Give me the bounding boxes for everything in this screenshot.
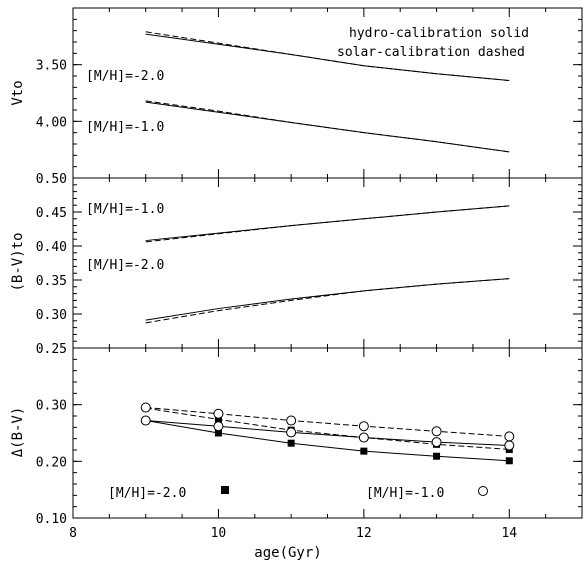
data-point-square (214, 415, 222, 423)
data-point-circle (213, 421, 224, 432)
y-tick-label: 0.35 (36, 274, 67, 289)
data-point-circle (431, 426, 442, 437)
data-point-circle (213, 408, 224, 419)
legend-filled-square-marker (221, 486, 229, 494)
data-point-square (360, 447, 368, 455)
series-line-mh-1.0-hydro (145, 101, 510, 153)
delta-bv-x-label: age(Gyr) (254, 545, 321, 561)
data-point-circle (504, 431, 515, 442)
panel-2-marks: 0.30 0.20 0.10 (36, 347, 583, 527)
data-point-square (433, 452, 441, 460)
bv-to-label-mh-minus1: [M/H]=-1.0 (86, 202, 164, 217)
panel-0-marks: 3.50 4.00 (36, 7, 583, 179)
data-point-circle (286, 415, 297, 426)
series-line-mh-2.0-solar (145, 407, 510, 450)
data-point-square (505, 457, 513, 465)
bv-to-panel: (B-V)to [M/H]=-1.0 [M/H]=-2.0 (10, 177, 583, 349)
x-tick-label: 14 (501, 526, 517, 541)
series-line-mh-1.0-solar (145, 407, 510, 437)
data-point-circle (431, 437, 442, 448)
series-line-mh-1.0-solar (145, 100, 510, 153)
series-line-mh-1.0-hydro (145, 420, 510, 446)
vto-label-mh-minus2: [M/H]=-2.0 (86, 69, 164, 84)
delta-bv-panel: Δ(B-V) age(Gyr) [M/H]=-2.0 [M/H]=-1.0 8 1… (10, 347, 583, 561)
data-point-circle (358, 421, 369, 432)
bv-to-y-label: (B-V)to (10, 232, 26, 291)
vto-label-mh-minus1: [M/H]=-1.0 (86, 120, 164, 135)
data-point-square (287, 439, 295, 447)
data-point-circle (358, 432, 369, 443)
y-tick-label: 0.45 (36, 206, 67, 221)
vto-y-label: Vto (10, 80, 26, 105)
delta-bv-legend-label-minus1: [M/H]=-1.0 (366, 486, 444, 501)
series-line-mh-2.0-solar (145, 31, 510, 82)
y-tick-label: 3.50 (36, 59, 67, 74)
vto-legend-solid: hydro-calibration solid (349, 26, 529, 41)
delta-bv-y-label: Δ(B-V) (10, 407, 26, 458)
series-line-mh-2.0-hydro (145, 278, 510, 321)
data-point-square (214, 429, 222, 437)
vto-legend-dashed: solar-calibration dashed (337, 45, 525, 60)
delta-bv-legend-label-minus2: [M/H]=-2.0 (108, 486, 186, 501)
x-tick-label: 12 (356, 526, 372, 541)
y-tick-label: 0.25 (36, 342, 67, 357)
data-point-circle (140, 415, 151, 426)
y-tick-label: 0.40 (36, 240, 67, 255)
y-tick-label: 4.00 (36, 115, 67, 130)
y-tick-label: 0.30 (36, 308, 67, 323)
y-tick-label: 0.30 (36, 399, 67, 414)
x-tick-label: 10 (211, 526, 227, 541)
y-tick-label: 0.50 (36, 172, 67, 187)
legend-open-circle-marker (478, 486, 488, 496)
bv-to-label-mh-minus2: [M/H]=-2.0 (86, 258, 164, 273)
vto-panel: Vto hydro-calibration solid solar-calibr… (10, 7, 583, 179)
y-tick-label: 0.20 (36, 455, 67, 470)
x-tick-label: 8 (69, 526, 77, 541)
data-point-circle (504, 440, 515, 451)
data-point-circle (286, 427, 297, 438)
data-point-circle (140, 402, 151, 413)
series-line-mh-2.0-solar (145, 278, 510, 324)
series-line-mh-1.0-solar (145, 205, 510, 243)
y-tick-label: 0.10 (36, 512, 67, 527)
series-line-mh-2.0-hydro (145, 420, 510, 462)
